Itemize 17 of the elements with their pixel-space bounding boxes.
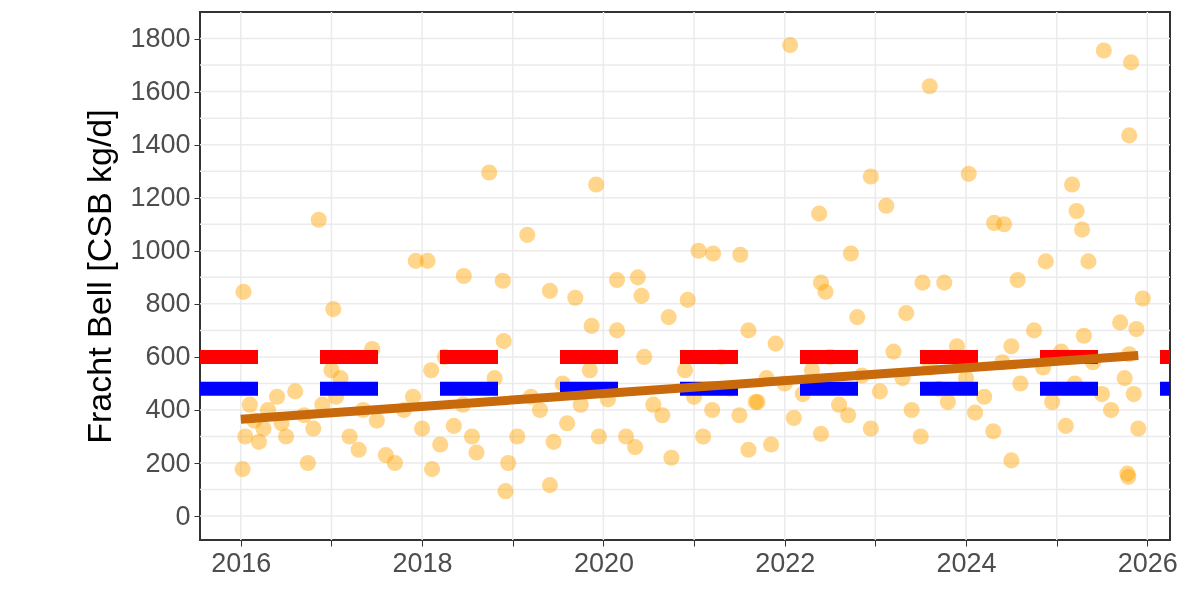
y-tick-label: 600: [145, 341, 191, 372]
y-tick-label: 1200: [130, 182, 191, 213]
x-tick-label: 2018: [392, 547, 453, 578]
y-tick-label: 1800: [130, 23, 191, 54]
y-tick-label: 1400: [130, 129, 191, 160]
y-tick-label: 400: [145, 394, 191, 425]
x-tick-label: 2024: [936, 547, 997, 578]
x-tick-label: 2016: [211, 547, 272, 578]
x-tick-label: 2026: [1117, 547, 1178, 578]
x-tick-label: 2020: [573, 547, 634, 578]
y-tick-label: 1000: [130, 235, 191, 266]
y-tick-label: 200: [145, 447, 191, 478]
y-tick-label: 1600: [130, 76, 191, 107]
y-axis-title: Fracht Bell [CSB kg/d]: [80, 109, 119, 444]
y-tick-label: 800: [145, 288, 191, 319]
x-tick-label: 2022: [755, 547, 816, 578]
y-tick-label: 0: [175, 500, 191, 531]
